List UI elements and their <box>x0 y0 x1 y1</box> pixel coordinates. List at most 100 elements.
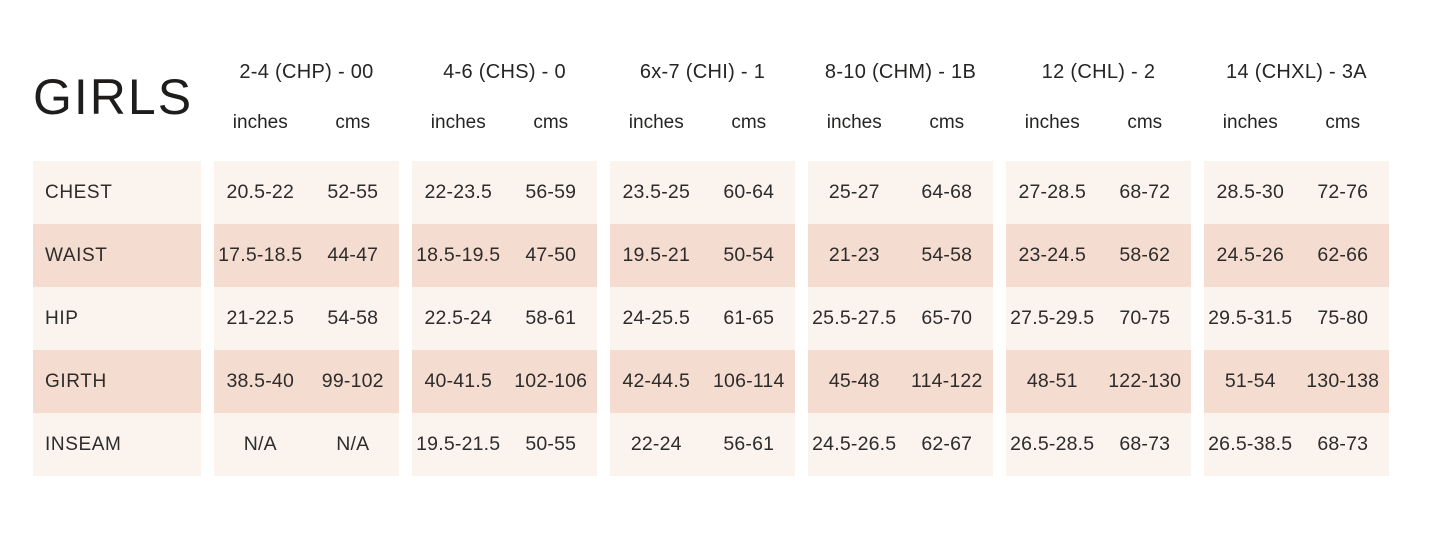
cell-value: 27.5-29.5 <box>1010 307 1095 329</box>
row-label-chest: CHEST <box>33 161 201 224</box>
cell-value: 21-23 <box>828 244 880 266</box>
chest-values-size-0: 20.5-22 52-55 <box>214 161 399 224</box>
row-label-girth: GIRTH <box>33 350 201 413</box>
waist-values-size-3: 21-23 54-58 <box>808 224 993 287</box>
unit-header-cms: cms <box>929 112 965 133</box>
cell-value: 25.5-27.5 <box>812 307 897 329</box>
cell-value: 51-54 <box>1224 370 1276 392</box>
cell-value: 114-122 <box>910 370 983 392</box>
inseam-values-size-4: 26.5-28.5 68-73 <box>1006 413 1191 476</box>
cell-value: 99-102 <box>321 370 384 392</box>
girth-values-size-2: 42-44.5 106-114 <box>610 350 795 413</box>
row-label-waist: WAIST <box>33 224 201 287</box>
cell-value: 20.5-22 <box>226 181 295 203</box>
cell-value: 68-72 <box>1119 181 1171 203</box>
unit-header-inches: inches <box>1222 112 1278 133</box>
cell-value: 70-75 <box>1119 307 1171 329</box>
cell-value: 40-41.5 <box>424 370 493 392</box>
size-header-14: 14 (CHXL) - 3A <box>1226 60 1367 83</box>
cell-value: 106-114 <box>712 370 785 392</box>
cell-value: 61-65 <box>723 307 775 329</box>
unit-header-inches: inches <box>826 112 882 133</box>
unit-headers-group-2: inches cms <box>610 98 795 148</box>
unit-header-cms: cms <box>731 112 767 133</box>
cell-value: 72-76 <box>1317 181 1369 203</box>
cell-value: 60-64 <box>723 181 775 203</box>
waist-values-size-5: 24.5-26 62-66 <box>1204 224 1389 287</box>
unit-headers-group-0: inches cms <box>214 98 399 148</box>
cell-value: 56-61 <box>723 433 775 455</box>
cell-value: 68-73 <box>1317 433 1369 455</box>
unit-headers-group-1: inches cms <box>412 98 597 148</box>
waist-values-size-4: 23-24.5 58-62 <box>1006 224 1191 287</box>
girth-values-size-4: 48-51 122-130 <box>1006 350 1191 413</box>
waist-values-size-2: 19.5-21 50-54 <box>610 224 795 287</box>
cell-value: 22.5-24 <box>424 307 493 329</box>
unit-headers-group-5: inches cms <box>1204 98 1389 148</box>
unit-header-cms: cms <box>1127 112 1163 133</box>
girth-values-size-1: 40-41.5 102-106 <box>412 350 597 413</box>
cell-value: 24-25.5 <box>622 307 691 329</box>
hip-values-size-1: 22.5-24 58-61 <box>412 287 597 350</box>
cell-value: 50-54 <box>723 244 775 266</box>
cell-value: 26.5-28.5 <box>1010 433 1095 455</box>
cell-value: 62-66 <box>1317 244 1369 266</box>
chest-values-size-4: 27-28.5 68-72 <box>1006 161 1191 224</box>
cell-value: 23.5-25 <box>622 181 691 203</box>
unit-headers-group-4: inches cms <box>1006 98 1191 148</box>
cell-value: 58-61 <box>525 307 577 329</box>
cell-value: 54-58 <box>327 307 379 329</box>
hip-values-size-5: 29.5-31.5 75-80 <box>1204 287 1389 350</box>
hip-values-size-2: 24-25.5 61-65 <box>610 287 795 350</box>
cell-value: 24.5-26 <box>1216 244 1285 266</box>
cell-value: 25-27 <box>828 181 880 203</box>
cell-value: 23-24.5 <box>1018 244 1087 266</box>
row-label-inseam: INSEAM <box>33 413 201 476</box>
unit-header-cms: cms <box>1325 112 1361 133</box>
unit-header-inches: inches <box>1024 112 1080 133</box>
size-chart-header: GIRLS 2-4 (CHP) - 00 4-6 (CHS) - 0 6x-7 … <box>33 46 1445 148</box>
cell-value: 26.5-38.5 <box>1208 433 1293 455</box>
inseam-values-size-3: 24.5-26.5 62-67 <box>808 413 993 476</box>
unit-header-inches: inches <box>232 112 288 133</box>
cell-value: 44-47 <box>327 244 379 266</box>
cell-value: 54-58 <box>921 244 973 266</box>
size-header-6x-7: 6x-7 (CHI) - 1 <box>639 60 766 83</box>
cell-value: 45-48 <box>828 370 880 392</box>
cell-value: 48-51 <box>1026 370 1078 392</box>
inseam-values-size-5: 26.5-38.5 68-73 <box>1204 413 1389 476</box>
hip-values-size-4: 27.5-29.5 70-75 <box>1006 287 1191 350</box>
size-header-8-10: 8-10 (CHM) - 1B <box>824 60 977 83</box>
hip-values-size-3: 25.5-27.5 65-70 <box>808 287 993 350</box>
row-label-hip: HIP <box>33 287 201 350</box>
cell-value: 62-67 <box>921 433 973 455</box>
inseam-values-size-0: N/A N/A <box>214 413 399 476</box>
hip-values-size-0: 21-22.5 54-58 <box>214 287 399 350</box>
cell-value: 18.5-19.5 <box>416 244 501 266</box>
cell-value: 17.5-18.5 <box>218 244 303 266</box>
cell-value: 68-73 <box>1119 433 1171 455</box>
page-title: GIRLS <box>33 69 194 125</box>
chest-values-size-1: 22-23.5 56-59 <box>412 161 597 224</box>
cell-value: N/A <box>336 433 370 455</box>
cell-value: 24.5-26.5 <box>812 433 897 455</box>
cell-value: 22-23.5 <box>424 181 493 203</box>
size-header-4-6: 4-6 (CHS) - 0 <box>443 60 566 83</box>
inseam-values-size-1: 19.5-21.5 50-55 <box>412 413 597 476</box>
cell-value: 56-59 <box>525 181 577 203</box>
cell-value: 50-55 <box>525 433 577 455</box>
unit-header-cms: cms <box>533 112 569 133</box>
cell-value: 75-80 <box>1317 307 1369 329</box>
cell-value: 47-50 <box>525 244 577 266</box>
chest-values-size-3: 25-27 64-68 <box>808 161 993 224</box>
chest-values-size-2: 23.5-25 60-64 <box>610 161 795 224</box>
size-chart-page: GIRLS 2-4 (CHP) - 00 4-6 (CHS) - 0 6x-7 … <box>33 46 1445 476</box>
unit-header-inches: inches <box>430 112 486 133</box>
girth-values-size-3: 45-48 114-122 <box>808 350 993 413</box>
size-header-2-4: 2-4 (CHP) - 00 <box>239 60 374 83</box>
unit-headers-group-3: inches cms <box>808 98 993 148</box>
girth-values-size-5: 51-54 130-138 <box>1204 350 1389 413</box>
inseam-values-size-2: 22-24 56-61 <box>610 413 795 476</box>
cell-value: 21-22.5 <box>226 307 295 329</box>
cell-value: 52-55 <box>327 181 379 203</box>
